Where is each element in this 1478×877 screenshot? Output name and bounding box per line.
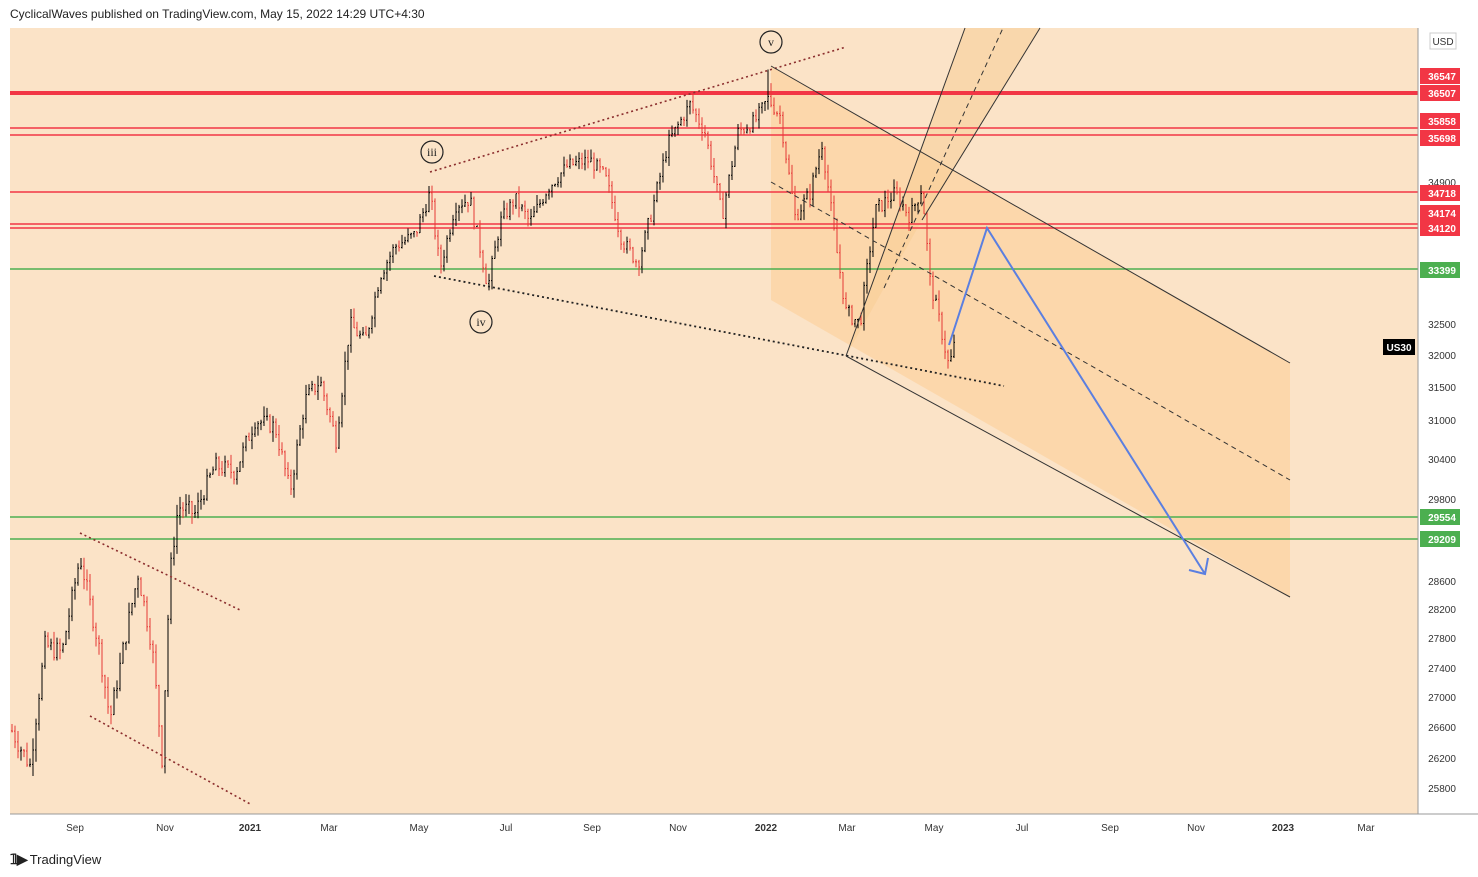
y-tick-label: 28600 (1428, 577, 1456, 588)
publisher-header: CyclicalWaves published on TradingView.c… (10, 7, 425, 21)
x-tick-label: May (410, 823, 429, 834)
x-tick-label: 2021 (239, 823, 262, 834)
projection-line (948, 225, 1206, 575)
price-level-labels: 36547 36507 35858 35698 34718 34174 34120 33399… (1420, 68, 1460, 547)
wave-v-top-line (429, 46, 847, 173)
y-tick-label: 34900 (1428, 178, 1456, 189)
level-label-box-29554 (1420, 509, 1460, 525)
x-tick-label: Mar (320, 823, 338, 834)
level-label-34718: 34718 (1428, 189, 1456, 200)
tradingview-logo-icon: 𝟙▶ (10, 851, 28, 867)
level-label-box-36507 (1420, 85, 1460, 101)
x-tick-label: Mar (1357, 823, 1375, 834)
x-tick-label: Mar (838, 823, 856, 834)
level-label-34120: 34120 (1428, 224, 1456, 235)
y-tick-label: 32000 (1428, 351, 1456, 362)
x-tick-label: Nov (156, 823, 174, 834)
y-tick-label: 27400 (1428, 664, 1456, 675)
wave-label-v-circle (759, 30, 783, 54)
rising-channel-left (845, 27, 966, 357)
symbol-badge-box (1383, 339, 1415, 355)
level-label-box-34174 (1420, 205, 1460, 221)
y-tick-label: 27800 (1428, 634, 1456, 645)
x-tick-label: Sep (66, 823, 84, 834)
level-label-36547: 36547 (1428, 72, 1456, 83)
price-axis: 25800 26200 26600 27000 27400 27800 28200 28600… (1428, 178, 1456, 795)
x-tick-label: Sep (583, 823, 601, 834)
y-tick-label: 27000 (1428, 693, 1456, 704)
wave-label-iii: iii (427, 145, 438, 159)
level-label-box-36547 (1420, 68, 1460, 84)
level-label-29209: 29209 (1428, 535, 1456, 546)
y-tick-label: 31000 (1428, 416, 1456, 427)
x-tick-label: May (925, 823, 944, 834)
level-label-box-35698 (1420, 130, 1460, 146)
candlestick-series (11, 69, 955, 776)
channel-lower-line (845, 355, 1291, 598)
wave-labels: iii iv v (420, 30, 783, 334)
x-tick-label: Sep (1101, 823, 1119, 834)
level-label-33399: 33399 (1428, 266, 1456, 277)
x-tick-label: Jul (1016, 823, 1029, 834)
symbol-badge: US30 (1386, 343, 1411, 354)
rising-channel-right (921, 27, 1041, 221)
wave-label-iv: iv (476, 315, 485, 329)
currency-badge-box (1429, 32, 1457, 50)
level-label-35858: 35858 (1428, 117, 1456, 128)
wave-label-iv-circle (469, 310, 493, 334)
x-tick-label: 2022 (755, 823, 778, 834)
level-label-35698: 35698 (1428, 134, 1456, 145)
projection-path (948, 225, 1209, 576)
wave-label-v: v (768, 35, 774, 49)
level-label-box-29209 (1420, 531, 1460, 547)
horizontal-levels (10, 91, 1418, 540)
wave-iv-base-line (433, 275, 1005, 387)
level-label-36507: 36507 (1428, 89, 1456, 100)
currency-badge: USD (1432, 37, 1453, 48)
level-label-box-34120 (1420, 220, 1460, 236)
y-tick-label: 31500 (1428, 383, 1456, 394)
y-tick-label: 29800 (1428, 495, 1456, 506)
x-tick-label: Nov (1187, 823, 1205, 834)
trend-lines (79, 27, 1291, 806)
x-tick-label: Nov (669, 823, 687, 834)
tradingview-footer: 𝟙▶ TradingView (10, 851, 101, 868)
early-channel-bottom (89, 715, 253, 806)
y-tick-label: 30400 (1428, 455, 1456, 466)
rising-channel-mid (883, 27, 1004, 289)
level-label-box-34718 (1420, 185, 1460, 201)
channel-mid-line (770, 181, 1291, 481)
y-tick-label: 26200 (1428, 754, 1456, 765)
projection-arrowhead (1188, 557, 1209, 576)
y-tick-label: 32500 (1428, 320, 1456, 331)
level-label-34174: 34174 (1428, 209, 1456, 220)
level-label-box-33399 (1420, 262, 1460, 278)
channel-upper-line (770, 65, 1291, 364)
y-tick-label: 28200 (1428, 605, 1456, 616)
footer-brand: TradingView (29, 852, 102, 867)
level-label-29554: 29554 (1428, 513, 1456, 524)
y-tick-label: 25800 (1428, 784, 1456, 795)
y-tick-label: 26600 (1428, 723, 1456, 734)
x-tick-label: 2023 (1272, 823, 1295, 834)
level-label-box-35858 (1420, 113, 1460, 129)
time-axis: Sep Nov 2021 Mar May Jul Sep Nov 2022 Mar May Jul Se… (66, 823, 1375, 834)
x-tick-label: Jul (500, 823, 513, 834)
wave-label-iii-circle (420, 140, 444, 164)
